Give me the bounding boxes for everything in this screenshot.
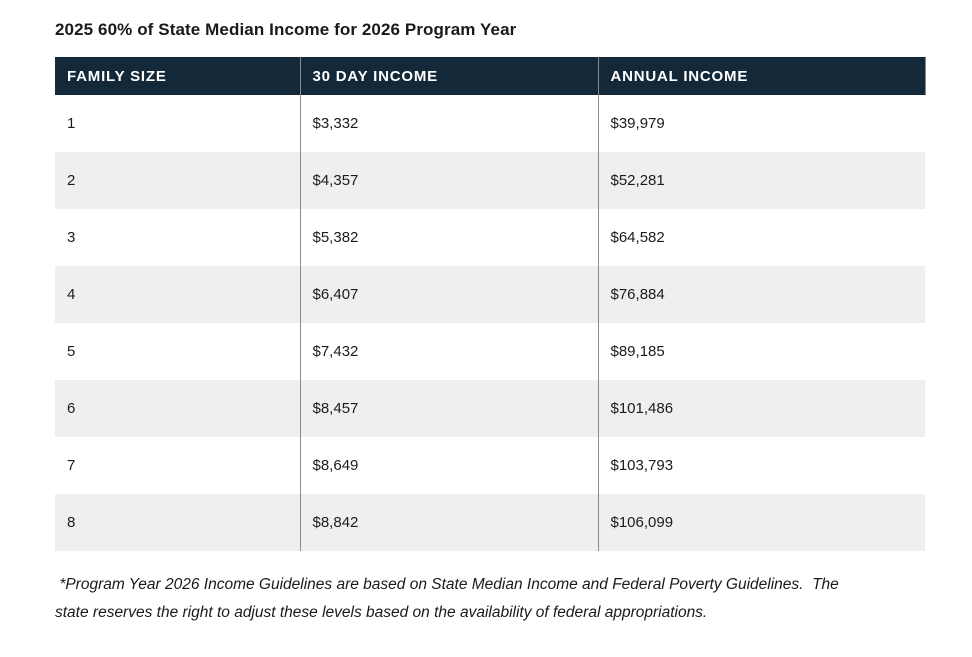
table-row: 2 $4,357 $52,281 [55, 152, 925, 209]
column-header-annual-income: ANNUAL INCOME [597, 57, 926, 95]
family-size-cell: 2 [55, 152, 300, 209]
footnote-text: *Program Year 2026 Income Guidelines are… [55, 576, 844, 621]
annual-income-cell: $89,185 [597, 323, 925, 380]
table-row: 5 $7,432 $89,185 [55, 323, 925, 380]
page-title: 2025 60% of State Median Income for 2026… [55, 20, 517, 39]
table-row: 8 $8,842 $106,099 [55, 494, 925, 551]
monthly-income-cell: $4,357 [299, 152, 598, 209]
family-size-cell: 3 [55, 209, 300, 266]
family-size-cell: 8 [55, 494, 300, 551]
annual-income-cell: $101,486 [597, 380, 925, 437]
income-table: FAMILY SIZE 30 DAY INCOME ANNUAL INCOME … [55, 57, 926, 551]
table-header-row: FAMILY SIZE 30 DAY INCOME ANNUAL INCOME [55, 57, 926, 95]
family-size-cell: 6 [55, 380, 300, 437]
monthly-income-cell: $8,457 [299, 380, 598, 437]
table-row: 6 $8,457 $101,486 [55, 380, 925, 437]
family-size-cell: 4 [55, 266, 300, 323]
monthly-income-cell: $8,649 [299, 437, 598, 494]
annual-income-cell: $39,979 [597, 95, 925, 152]
table-row: 4 $6,407 $76,884 [55, 266, 925, 323]
column-header-30-day-income: 30 DAY INCOME [299, 57, 598, 95]
annual-income-cell: $76,884 [597, 266, 925, 323]
monthly-income-cell: $5,382 [299, 209, 598, 266]
annual-income-cell: $64,582 [597, 209, 925, 266]
table-row: 7 $8,649 $103,793 [55, 437, 925, 494]
column-header-family-size: FAMILY SIZE [55, 57, 300, 95]
monthly-income-cell: $8,842 [299, 494, 598, 551]
table-row: 1 $3,332 $39,979 [55, 95, 925, 152]
monthly-income-cell: $3,332 [299, 95, 598, 152]
family-size-cell: 5 [55, 323, 300, 380]
family-size-cell: 7 [55, 437, 300, 494]
annual-income-cell: $106,099 [597, 494, 925, 551]
table-row: 3 $5,382 $64,582 [55, 209, 925, 266]
family-size-cell: 1 [55, 95, 300, 152]
monthly-income-cell: $6,407 [299, 266, 598, 323]
annual-income-cell: $52,281 [597, 152, 925, 209]
content-area: 2025 60% of State Median Income for 2026… [55, 20, 926, 621]
monthly-income-cell: $7,432 [299, 323, 598, 380]
annual-income-cell: $103,793 [597, 437, 925, 494]
